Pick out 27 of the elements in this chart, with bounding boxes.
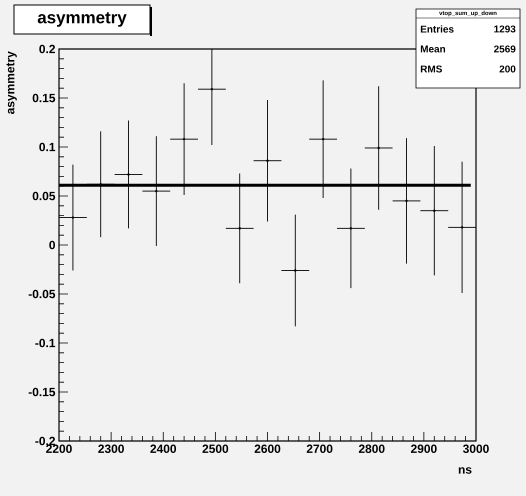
y-tick-label: -0.15: [28, 388, 56, 396]
y-tick-label: -0.1: [35, 338, 56, 348]
annotation: RMS: [420, 65, 442, 73]
y-tick-label: -0.2: [35, 436, 56, 446]
x-tick-label: 2500: [202, 444, 228, 453]
x-tick-label: 2600: [254, 444, 280, 453]
y-tick-label: 0.05: [32, 192, 56, 200]
y-tick-label: 0.1: [39, 142, 56, 152]
y-tick-label: 0: [49, 240, 55, 250]
x-tick-label: 2200: [46, 444, 72, 453]
x-tick-label: 3000: [462, 444, 489, 454]
y-tick-label: 0.15: [32, 94, 56, 102]
annotation: Mean: [420, 46, 446, 52]
x-tick-label: 2800: [358, 444, 385, 453]
text: 2569: [494, 45, 516, 53]
y-tick-label: -0.05: [28, 290, 56, 298]
text: 200: [500, 65, 516, 73]
y-tick-label: 0.2: [39, 44, 56, 54]
x-tick-label: 2300: [98, 444, 124, 454]
x-tick-label: 2700: [306, 444, 332, 453]
text: Entries: [420, 25, 454, 33]
y-axis-title: asymmetry: [6, 51, 17, 114]
text: 1293: [494, 25, 516, 33]
x-tick-label: 2900: [410, 444, 437, 453]
x-axis-title: ns: [458, 467, 472, 474]
x-tick-label: 2400: [150, 444, 176, 453]
chart-title: asymmetry: [38, 12, 127, 27]
